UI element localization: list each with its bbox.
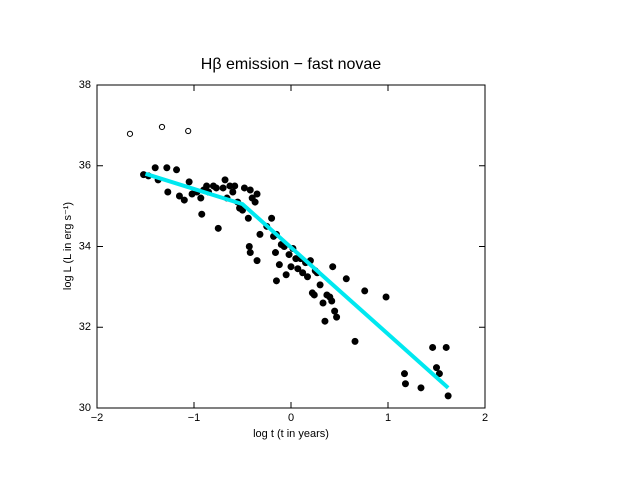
data-point <box>275 261 283 269</box>
data-point <box>229 188 237 196</box>
data-point <box>294 265 302 273</box>
data-point <box>329 263 337 271</box>
data-point <box>180 196 188 204</box>
y-tick-label: 32 <box>79 321 91 333</box>
data-point <box>285 251 293 259</box>
data-point <box>316 281 324 289</box>
data-point <box>435 370 443 378</box>
data-point <box>310 291 318 299</box>
data-point <box>400 370 408 378</box>
x-axis-label: log t (t in years) <box>253 428 329 440</box>
data-point <box>256 230 264 238</box>
data-point <box>253 190 261 198</box>
data-point <box>151 164 159 172</box>
data-point <box>212 184 220 192</box>
data-point <box>429 343 437 351</box>
data-point <box>351 337 359 345</box>
data-point <box>175 192 183 200</box>
data-point <box>164 188 172 196</box>
data-point <box>219 184 227 192</box>
y-axis-label: log L (L in erg s⁻¹) <box>62 202 74 290</box>
data-point <box>319 299 327 307</box>
data-point <box>203 182 211 190</box>
data-point <box>173 166 181 174</box>
y-tick-label: 30 <box>79 402 91 414</box>
data-point <box>331 307 339 315</box>
x-tick-label: 0 <box>288 412 294 424</box>
data-point <box>433 364 440 372</box>
data-point <box>287 263 295 271</box>
data-point <box>239 206 246 214</box>
data-point <box>382 293 390 301</box>
data-point <box>271 249 279 257</box>
x-tick-label: 2 <box>482 412 488 424</box>
data-point <box>328 297 336 305</box>
x-tick-label: 1 <box>385 412 391 424</box>
y-tick-label: 34 <box>79 240 91 252</box>
x-tick-label: −2 <box>91 412 104 424</box>
data-point <box>282 271 290 279</box>
y-tick-label: 38 <box>79 79 91 91</box>
data-point <box>158 123 166 131</box>
data-point <box>246 186 254 194</box>
data-point <box>272 277 280 285</box>
data-point <box>361 287 369 295</box>
data-point <box>444 392 452 400</box>
data-point <box>246 249 254 257</box>
fit-line <box>144 171 450 390</box>
data-point <box>401 380 409 388</box>
data-point <box>333 313 341 321</box>
data-point <box>231 182 239 190</box>
data-point <box>442 343 450 351</box>
data-point <box>244 214 252 222</box>
data-point <box>245 243 253 250</box>
data-point <box>126 130 134 137</box>
x-tick-label: −1 <box>188 412 201 424</box>
data-point <box>221 176 229 184</box>
data-point <box>321 317 329 325</box>
data-point <box>163 164 171 172</box>
data-point <box>240 184 248 192</box>
data-point <box>214 224 222 232</box>
y-tick-label: 36 <box>79 160 91 172</box>
data-point <box>299 269 307 277</box>
chart-title: Hβ emission − fast novae <box>201 56 382 73</box>
data-point <box>417 384 425 392</box>
data-point <box>198 210 206 218</box>
data-point <box>342 275 350 283</box>
data-point <box>197 194 205 202</box>
data-point <box>185 127 192 135</box>
data-point <box>185 178 193 186</box>
data-point <box>303 273 311 281</box>
data-point <box>268 214 276 222</box>
data-point <box>253 257 261 265</box>
data-point <box>251 198 259 206</box>
